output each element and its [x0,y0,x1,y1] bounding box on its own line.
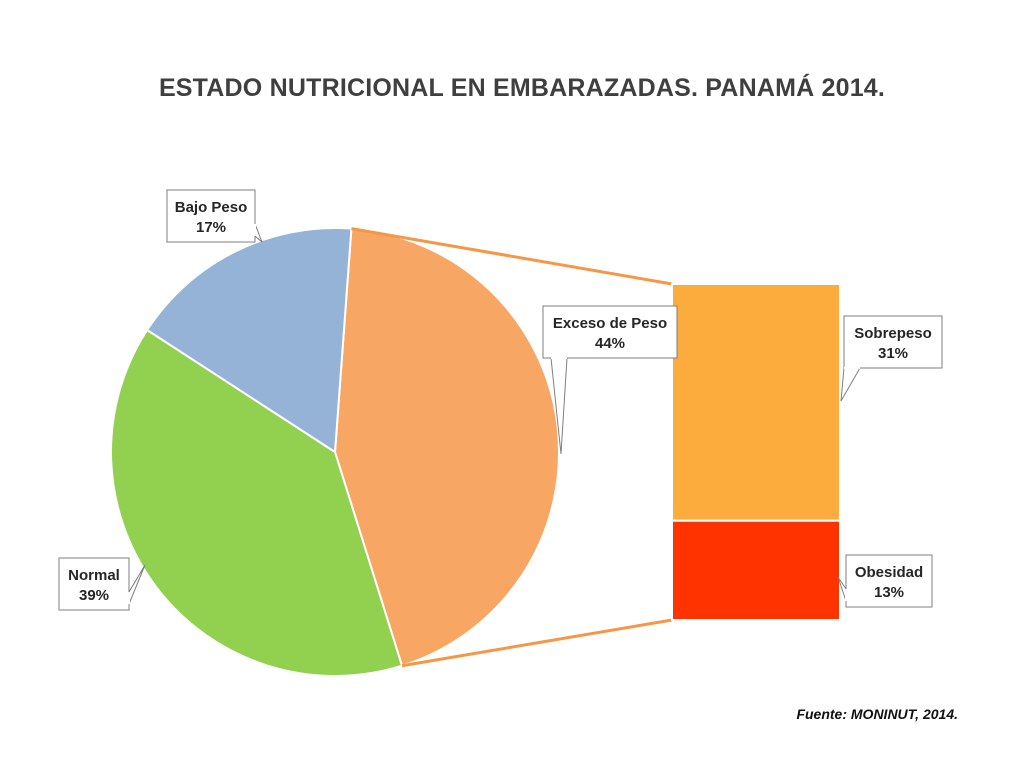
connector-line-top [351,227,673,286]
data-label-exceso-de-peso: Exceso de Peso 44% [542,305,678,455]
data-label-obesidad-value: 13% [874,584,904,601]
data-label-exceso-de-peso-box [542,305,678,359]
data-label-bajo-peso-box [166,189,256,243]
data-label-sobrepeso-label: Sobrepeso [854,325,932,342]
data-label-obesidad-label: Obesidad [855,564,923,581]
pie-slice-exceso-de-peso [333,227,561,668]
data-label-obesidad-box [845,554,933,608]
data-label-sobrepeso-pointer [840,367,861,402]
data-label-normal: Normal 39% [58,557,146,611]
data-label-exceso-de-peso-label: Exceso de Peso [553,315,667,332]
data-label-normal-pointer [128,564,146,605]
chart-title: ESTADO NUTRICIONAL EN EMBARAZADAS. PANAM… [158,74,886,102]
data-label-bajo-peso-pointer [254,223,263,243]
data-label-sobrepeso: Sobrepeso 31% [840,315,943,402]
pie-slice-bajo-peso [145,227,353,454]
data-label-bajo-peso-label: Bajo Peso [175,199,248,216]
data-label-obesidad: Obesidad 13% [837,554,933,608]
data-label-exceso-de-peso-value: 44% [595,335,625,352]
data-label-bajo-peso-value: 17% [196,219,226,236]
pie-slice-normal [110,328,404,677]
data-label-sobrepeso-value: 31% [878,345,908,362]
connector-line-bottom [401,618,673,668]
source-note: Fuente: MONINUT, 2014. [796,706,958,722]
data-label-normal-value: 39% [79,587,109,604]
bar-segment-obesidad [671,519,841,622]
data-label-normal-box [58,557,130,611]
data-label-normal-label: Normal [68,567,120,584]
data-label-sobrepeso-box [843,315,943,369]
bar-segment-sobrepeso [671,283,841,522]
data-label-bajo-peso: Bajo Peso 17% [166,189,263,243]
